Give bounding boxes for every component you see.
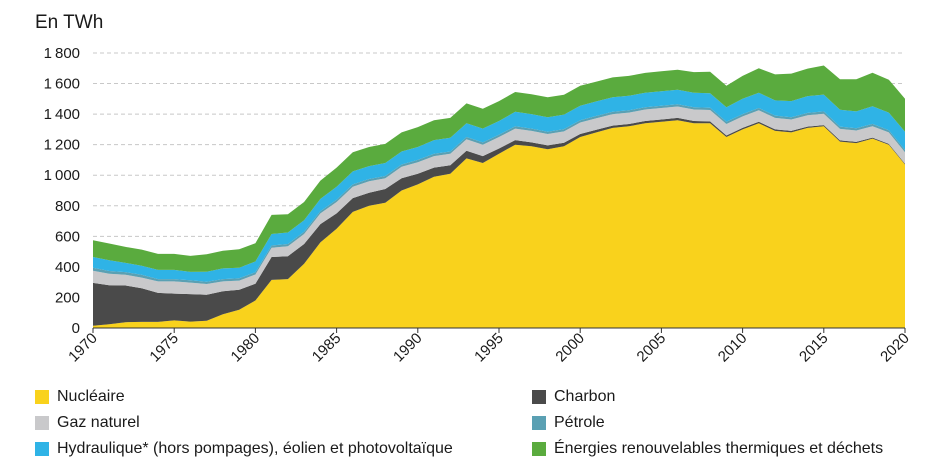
legend-item-petrole: Pétrole [532, 414, 605, 432]
stacked-areas [93, 65, 905, 329]
x-tick-label: 1995 [471, 330, 507, 366]
area-series-0 [93, 120, 905, 328]
x-axis-ticks: 1970 1975 1980 1985 1990 1995 2000 2005 2010 2015… [65, 328, 913, 365]
y-tick-label: 200 [55, 289, 80, 306]
y-tick-label: 1 400 [44, 106, 80, 123]
legend-swatch [35, 390, 49, 404]
legend-swatch [35, 416, 49, 430]
legend-label: Énergies renouvelables thermiques et déc… [554, 440, 884, 457]
legend-swatch [532, 416, 546, 430]
x-tick-label: 1985 [309, 330, 345, 366]
y-axis-ticks: 0 200 400 600 800 1 000 1 200 1 400 1 600 1 800 [44, 45, 80, 337]
x-tick-label: 2010 [715, 330, 751, 366]
legend-item-nucleaire: Nucléaire [35, 388, 125, 406]
y-tick-label: 400 [55, 259, 80, 276]
area-series-5 [93, 65, 905, 272]
x-tick-label: 1990 [390, 330, 426, 366]
legend-swatch [35, 442, 49, 456]
area-series-3 [93, 104, 905, 284]
area-series-4 [93, 89, 905, 282]
x-tick-label: 2020 [877, 330, 913, 366]
y-tick-label: 600 [55, 228, 80, 245]
y-tick-label: 1 000 [44, 167, 80, 184]
legend-item-energies-renouvelables: Énergies renouvelables thermiques et déc… [532, 440, 883, 458]
y-tick-label: 1 800 [44, 45, 80, 62]
legend: Nucléaire Gaz naturel Hydraulique* (hors… [0, 380, 945, 476]
y-axis-unit-label: En TWh [35, 12, 103, 33]
y-tick-label: 800 [55, 198, 80, 215]
legend-item-gaz-naturel: Gaz naturel [35, 414, 140, 432]
legend-label: Nucléaire [57, 388, 125, 405]
legend-item-hydraulique: Hydraulique* (hors pompages), éolien et … [35, 440, 453, 458]
y-tick-label: 0 [72, 320, 80, 337]
x-tick-label: 1975 [146, 330, 182, 366]
legend-label: Hydraulique* (hors pompages), éolien et … [57, 440, 453, 457]
legend-label: Gaz naturel [57, 414, 140, 431]
x-tick-label: 1970 [65, 330, 101, 366]
legend-label: Charbon [554, 388, 616, 405]
legend-swatch [532, 442, 546, 456]
legend-label: Pétrole [554, 414, 605, 431]
legend-item-charbon: Charbon [532, 388, 615, 406]
x-tick-label: 2000 [552, 330, 588, 366]
y-tick-label: 1 600 [44, 76, 80, 93]
area-series-2 [93, 106, 905, 295]
legend-swatch [532, 390, 546, 404]
energy-stacked-area-chart: En TWh 0 200 400 600 800 1 000 1 200 1 400 1 600… [35, 12, 913, 365]
area-series-1 [93, 117, 905, 326]
x-tick-label: 2015 [796, 330, 832, 366]
x-tick-label: 1980 [228, 330, 264, 366]
x-tick-label: 2005 [634, 330, 670, 366]
y-tick-label: 1 200 [44, 137, 80, 154]
